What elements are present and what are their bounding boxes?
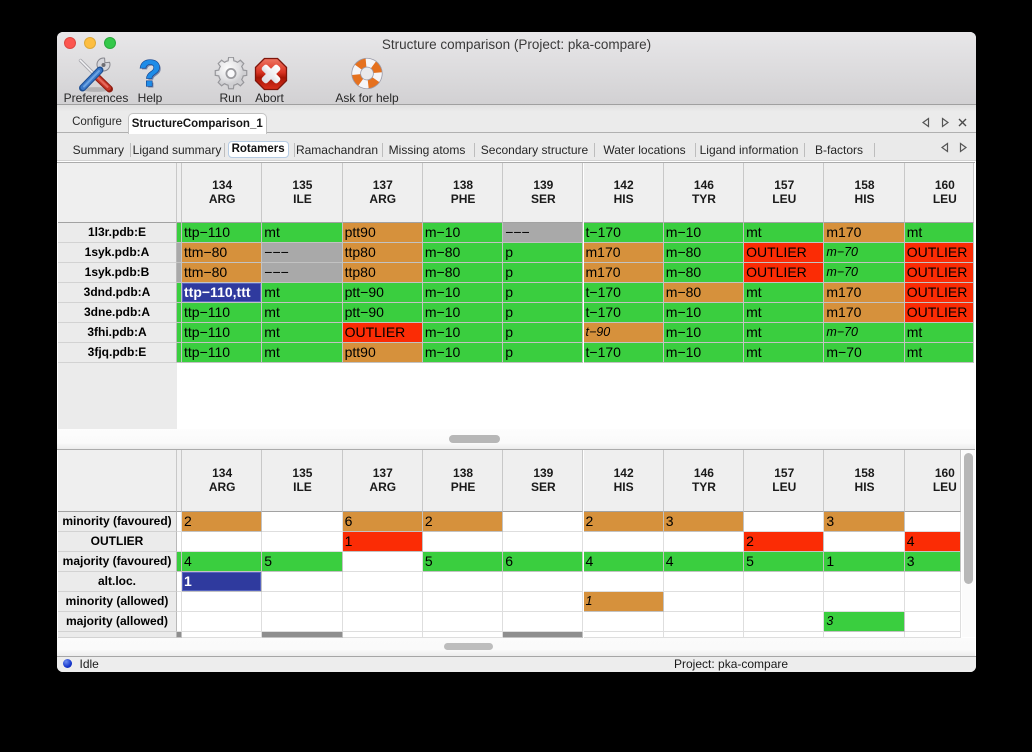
svg-text:?: ? — [139, 56, 162, 92]
svg-text:?: ? — [140, 56, 163, 92]
